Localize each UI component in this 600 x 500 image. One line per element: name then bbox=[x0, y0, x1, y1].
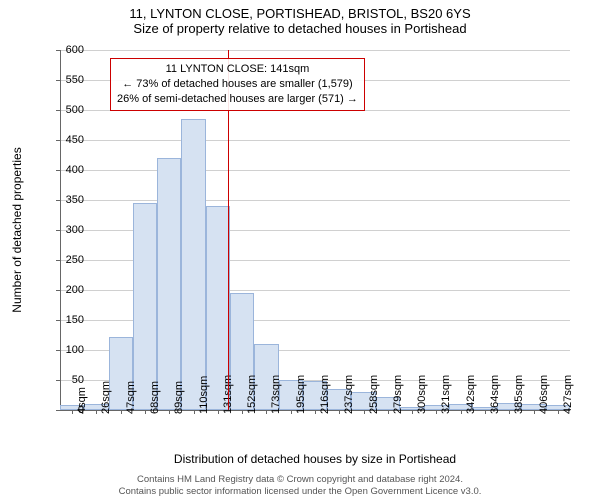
x-tick-mark bbox=[485, 410, 486, 414]
x-tick-mark bbox=[364, 410, 365, 414]
y-tick-label: 250 bbox=[44, 254, 84, 266]
footer-line-1: Contains HM Land Registry data © Crown c… bbox=[0, 474, 600, 486]
x-tick-mark bbox=[242, 410, 243, 414]
x-tick-label: 321sqm bbox=[440, 375, 452, 414]
y-tick-label: 0 bbox=[44, 404, 84, 416]
x-tick-mark bbox=[461, 410, 462, 414]
y-tick-label: 350 bbox=[44, 194, 84, 206]
x-tick-mark bbox=[412, 410, 413, 414]
x-tick-mark bbox=[534, 410, 535, 414]
x-tick-mark bbox=[145, 410, 146, 414]
x-tick-mark bbox=[218, 410, 219, 414]
x-tick-label: 385sqm bbox=[513, 375, 525, 414]
y-tick-label: 200 bbox=[44, 284, 84, 296]
x-tick-mark bbox=[169, 410, 170, 414]
x-tick-mark bbox=[315, 410, 316, 414]
plot-region: 4sqm26sqm47sqm68sqm89sqm110sqm131sqm152s… bbox=[60, 50, 570, 410]
y-tick-label: 450 bbox=[44, 134, 84, 146]
page-subtitle: Size of property relative to detached ho… bbox=[0, 21, 600, 36]
x-tick-label: 237sqm bbox=[343, 375, 355, 414]
x-tick-label: 26sqm bbox=[100, 381, 112, 414]
gridline bbox=[60, 200, 570, 201]
footer-line-2: Contains public sector information licen… bbox=[0, 486, 600, 498]
y-tick-label: 600 bbox=[44, 44, 84, 56]
x-tick-mark bbox=[194, 410, 195, 414]
footer-attribution: Contains HM Land Registry data © Crown c… bbox=[0, 474, 600, 498]
y-tick-label: 500 bbox=[44, 104, 84, 116]
gridline bbox=[60, 170, 570, 171]
annotation-line: ← 73% of detached houses are smaller (1,… bbox=[117, 77, 358, 92]
x-tick-label: 342sqm bbox=[465, 375, 477, 414]
x-axis-label: Distribution of detached houses by size … bbox=[60, 452, 570, 466]
x-tick-mark bbox=[96, 410, 97, 414]
chart-area: 4sqm26sqm47sqm68sqm89sqm110sqm131sqm152s… bbox=[60, 50, 570, 410]
x-tick-label: 300sqm bbox=[416, 375, 428, 414]
x-tick-mark bbox=[558, 410, 559, 414]
x-tick-label: 89sqm bbox=[173, 381, 185, 414]
x-tick-mark bbox=[266, 410, 267, 414]
x-tick-label: 110sqm bbox=[198, 376, 210, 414]
y-tick-label: 300 bbox=[44, 224, 84, 236]
gridline bbox=[60, 140, 570, 141]
x-tick-label: 216sqm bbox=[319, 375, 331, 414]
y-tick-label: 150 bbox=[44, 314, 84, 326]
x-tick-label: 195sqm bbox=[295, 375, 307, 414]
gridline bbox=[60, 50, 570, 51]
x-tick-label: 364sqm bbox=[489, 375, 501, 414]
y-tick-label: 100 bbox=[44, 344, 84, 356]
x-tick-mark bbox=[121, 410, 122, 414]
x-tick-label: 173sqm bbox=[270, 375, 282, 414]
x-tick-mark bbox=[291, 410, 292, 414]
annotation-line: 26% of semi-detached houses are larger (… bbox=[117, 92, 358, 107]
x-tick-label: 279sqm bbox=[392, 375, 404, 414]
histogram-bar bbox=[157, 158, 181, 410]
annotation-box: 11 LYNTON CLOSE: 141sqm← 73% of detached… bbox=[110, 58, 365, 111]
x-tick-mark bbox=[388, 410, 389, 414]
y-tick-label: 50 bbox=[44, 374, 84, 386]
x-tick-label: 427sqm bbox=[562, 375, 574, 414]
y-tick-label: 400 bbox=[44, 164, 84, 176]
x-tick-label: 68sqm bbox=[149, 381, 161, 414]
x-tick-label: 47sqm bbox=[125, 381, 137, 414]
page-title: 11, LYNTON CLOSE, PORTISHEAD, BRISTOL, B… bbox=[0, 6, 600, 21]
annotation-line: 11 LYNTON CLOSE: 141sqm bbox=[117, 62, 358, 77]
x-tick-mark bbox=[436, 410, 437, 414]
x-tick-mark bbox=[339, 410, 340, 414]
x-tick-label: 152sqm bbox=[246, 375, 258, 414]
x-tick-label: 406sqm bbox=[538, 375, 550, 414]
histogram-bar bbox=[181, 119, 205, 410]
x-tick-mark bbox=[509, 410, 510, 414]
histogram-bar bbox=[133, 203, 157, 410]
y-axis-label: Number of detached properties bbox=[10, 147, 24, 312]
x-tick-label: 258sqm bbox=[368, 375, 380, 414]
y-tick-label: 550 bbox=[44, 74, 84, 86]
